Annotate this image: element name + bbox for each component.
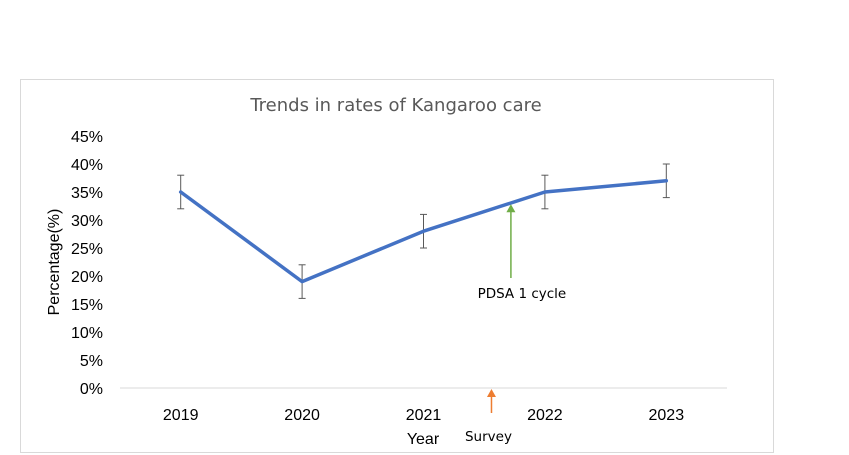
x-tick-label: 2021 — [406, 407, 442, 424]
y-tick-label: 30% — [71, 213, 103, 230]
y-tick-label: 25% — [71, 241, 103, 258]
x-tick-label: 2023 — [649, 407, 685, 424]
y-tick-label: 5% — [80, 353, 103, 370]
series-line — [178, 179, 669, 284]
y-axis-title: Percentage(%) — [46, 209, 63, 316]
pdsa-annotation-label: PDSA 1 cycle — [478, 286, 567, 302]
y-tick-label: 0% — [80, 381, 103, 398]
x-tick-label: 2019 — [163, 407, 199, 424]
chart-title: Trends in rates of Kangaroo care — [249, 95, 541, 116]
y-tick-label: 10% — [71, 325, 103, 342]
y-tick-label: 20% — [71, 269, 103, 286]
pdsa-arrow-head — [506, 204, 516, 213]
plot-area: 0% 5% 10% 15% 20% 25% 30% 35% 40% 45% 2019 2020 2021… — [71, 129, 727, 445]
y-tick-label: 35% — [71, 185, 103, 202]
x-tick-label: 2020 — [284, 407, 320, 424]
chart-frame — [20, 79, 774, 453]
y-tick-label: 40% — [71, 157, 103, 174]
y-tick-label: 15% — [71, 297, 103, 314]
survey-annotation-label: Survey — [465, 429, 512, 445]
x-axis-title: Year — [407, 431, 440, 448]
survey-arrow-head — [486, 389, 496, 397]
x-tick-label: 2022 — [527, 407, 563, 424]
y-tick-label: 45% — [71, 129, 103, 146]
